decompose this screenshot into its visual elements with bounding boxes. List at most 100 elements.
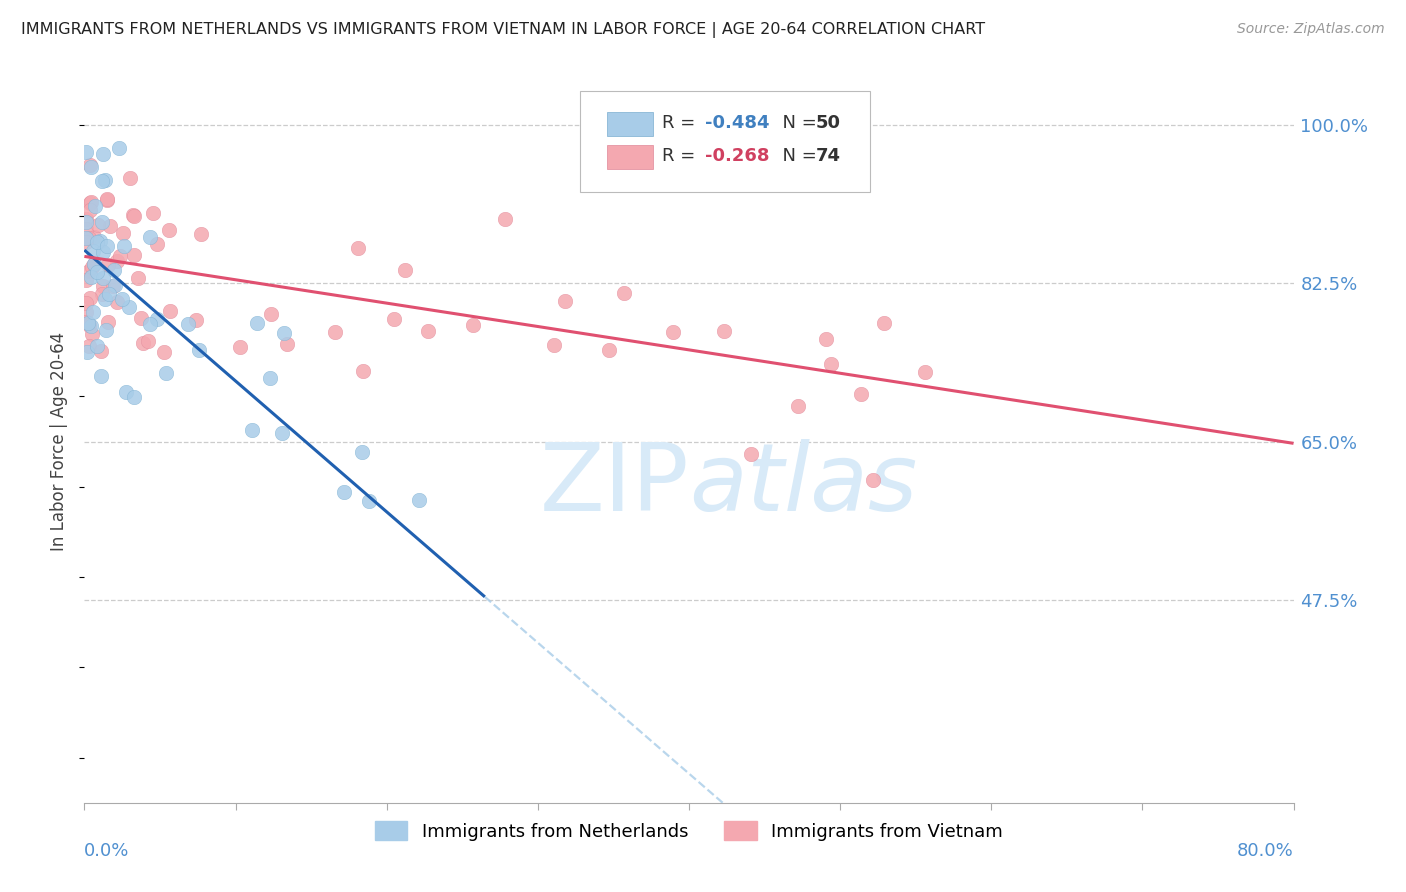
Point	[394, 262, 416, 277]
Point	[122, 210, 145, 224]
Point	[86, 235, 108, 249]
Point	[273, 326, 295, 340]
Point	[75, 315, 97, 329]
Point	[132, 335, 155, 350]
Text: R =: R =	[662, 114, 702, 132]
Text: 50: 50	[815, 114, 841, 132]
Point	[104, 277, 127, 292]
Point	[228, 340, 250, 354]
Point	[75, 235, 97, 249]
FancyBboxPatch shape	[607, 145, 652, 169]
Point	[786, 400, 808, 414]
Point	[260, 307, 283, 321]
Point	[136, 334, 159, 348]
Point	[94, 323, 117, 337]
Point	[159, 303, 181, 318]
Point	[91, 278, 114, 293]
Point	[118, 300, 141, 314]
Point	[157, 223, 180, 237]
Point	[155, 366, 177, 380]
Point	[713, 325, 735, 339]
Point	[105, 253, 128, 268]
Point	[79, 202, 101, 217]
Point	[75, 215, 97, 229]
Point	[613, 285, 636, 300]
Point	[382, 312, 405, 326]
Point	[79, 160, 101, 174]
Point	[122, 247, 145, 261]
Point	[352, 364, 374, 378]
Point	[543, 337, 565, 351]
Point	[190, 227, 212, 241]
Point	[75, 145, 97, 159]
Point	[177, 317, 200, 331]
Legend: Immigrants from Netherlands, Immigrants from Vietnam: Immigrants from Netherlands, Immigrants …	[367, 814, 1011, 848]
Text: 0.0%: 0.0%	[84, 842, 129, 860]
Text: -0.484: -0.484	[704, 114, 769, 132]
Point	[79, 158, 101, 172]
Point	[112, 239, 135, 253]
Point	[76, 345, 98, 359]
FancyBboxPatch shape	[581, 91, 870, 193]
Point	[75, 231, 97, 245]
Text: N =: N =	[770, 147, 823, 165]
Point	[142, 206, 165, 220]
Point	[82, 326, 104, 341]
Text: IMMIGRANTS FROM NETHERLANDS VS IMMIGRANTS FROM VIETNAM IN LABOR FORCE | AGE 20-6: IMMIGRANTS FROM NETHERLANDS VS IMMIGRANT…	[21, 22, 986, 38]
Point	[259, 371, 281, 385]
Point	[98, 287, 121, 301]
Point	[108, 141, 131, 155]
Point	[75, 273, 97, 287]
Point	[740, 447, 762, 461]
Point	[270, 425, 292, 440]
Text: ZIP: ZIP	[540, 439, 689, 531]
Point	[80, 260, 103, 275]
Text: R =: R =	[662, 147, 702, 165]
Point	[323, 325, 346, 339]
Point	[75, 296, 97, 310]
Point	[139, 229, 162, 244]
Point	[122, 390, 145, 404]
Point	[111, 227, 134, 241]
Point	[83, 199, 105, 213]
Point	[77, 318, 100, 332]
Point	[96, 193, 118, 207]
FancyBboxPatch shape	[607, 112, 652, 136]
Point	[91, 244, 114, 259]
Text: atlas: atlas	[689, 440, 917, 531]
Point	[82, 244, 104, 259]
Point	[554, 294, 576, 309]
Point	[662, 326, 685, 340]
Point	[276, 337, 298, 351]
Point	[114, 384, 136, 399]
Text: 80.0%: 80.0%	[1237, 842, 1294, 860]
Point	[152, 345, 174, 359]
Point	[240, 423, 263, 437]
Text: 74: 74	[815, 147, 841, 165]
Point	[77, 264, 100, 278]
Point	[101, 279, 124, 293]
Point	[83, 257, 105, 271]
Point	[91, 147, 114, 161]
Point	[494, 211, 516, 226]
Point	[75, 221, 97, 235]
Point	[820, 357, 842, 371]
Point	[75, 305, 97, 319]
Point	[82, 305, 104, 319]
Point	[408, 493, 430, 508]
Point	[94, 292, 117, 306]
Point	[83, 257, 105, 271]
Point	[89, 234, 111, 248]
Point	[814, 332, 837, 346]
Text: Source: ZipAtlas.com: Source: ZipAtlas.com	[1237, 22, 1385, 37]
Point	[862, 473, 884, 487]
Point	[146, 312, 169, 326]
Point	[146, 236, 169, 251]
Point	[86, 338, 108, 352]
Point	[77, 339, 100, 353]
Point	[79, 196, 101, 211]
Point	[83, 230, 105, 244]
Point	[79, 291, 101, 305]
Point	[96, 238, 118, 252]
Point	[188, 343, 211, 358]
